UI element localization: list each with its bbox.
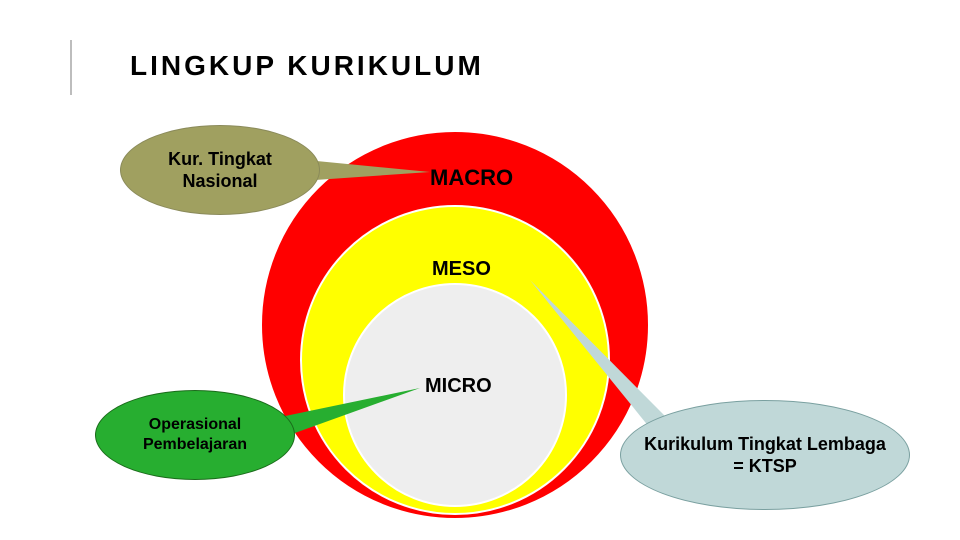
- callout-ktsp-text: Kurikulum Tingkat Lembaga = KTSP: [639, 433, 891, 478]
- callout-nasional: Kur. Tingkat Nasional: [120, 125, 320, 215]
- callout-operasional: Operasional Pembelajaran: [95, 390, 295, 480]
- callout-operasional-text: Operasional Pembelajaran: [114, 415, 276, 455]
- callout-ktsp: Kurikulum Tingkat Lembaga = KTSP: [620, 400, 910, 510]
- callout-nasional-text: Kur. Tingkat Nasional: [139, 148, 301, 193]
